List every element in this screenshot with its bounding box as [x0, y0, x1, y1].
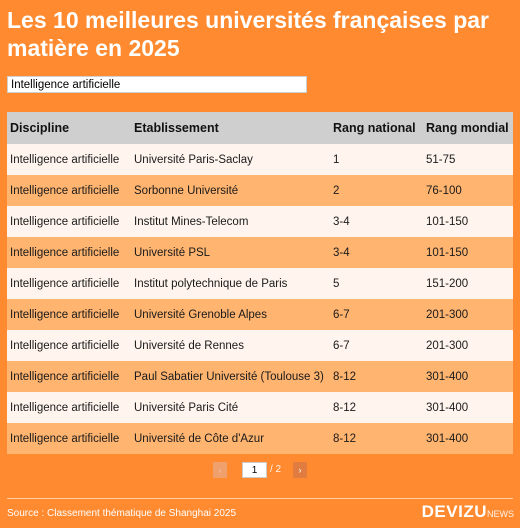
page-total: / 2	[270, 464, 282, 475]
column-header-rang-national[interactable]: Rang national	[330, 112, 423, 144]
table-row: Intelligence artificielle Université de …	[7, 423, 513, 454]
cell-rang-mondial: 76-100	[423, 175, 513, 206]
column-header-discipline[interactable]: Discipline	[7, 112, 131, 144]
brand-logo[interactable]: DEVIZUNEWS	[422, 502, 514, 522]
cell-rang-mondial: 51-75	[423, 144, 513, 175]
table-row: Intelligence artificielle Université PSL…	[7, 237, 513, 268]
cell-etablissement: Université PSL	[131, 237, 330, 268]
table-row: Intelligence artificielle Université Par…	[7, 144, 513, 175]
cell-rang-national: 2	[330, 175, 423, 206]
cell-rang-national: 5	[330, 268, 423, 299]
cell-rang-mondial: 201-300	[423, 299, 513, 330]
cell-etablissement: Institut Mines-Telecom	[131, 206, 330, 237]
cell-discipline: Intelligence artificielle	[7, 237, 131, 268]
cell-etablissement: Université Grenoble Alpes	[131, 299, 330, 330]
cell-discipline: Intelligence artificielle	[7, 175, 131, 206]
table-row: Intelligence artificielle Université de …	[7, 330, 513, 361]
source-note: Source : Classement thématique de Shangh…	[7, 508, 237, 519]
brand-name: DEVIZU	[421, 502, 487, 521]
cell-rang-mondial: 301-400	[423, 361, 513, 392]
cell-etablissement: Institut polytechnique de Paris	[131, 268, 330, 299]
cell-rang-mondial: 201-300	[423, 330, 513, 361]
cell-discipline: Intelligence artificielle	[7, 423, 131, 454]
cell-discipline: Intelligence artificielle	[7, 330, 131, 361]
cell-rang-national: 8-12	[330, 361, 423, 392]
cell-discipline: Intelligence artificielle	[7, 299, 131, 330]
cell-rang-national: 8-12	[330, 392, 423, 423]
search-filter-input[interactable]	[7, 76, 307, 93]
next-page-button[interactable]: ›	[293, 462, 307, 478]
cell-rang-national: 1	[330, 144, 423, 175]
rankings-table: Discipline Etablissement Rang national R…	[7, 112, 513, 454]
cell-etablissement: Université Paris Cité	[131, 392, 330, 423]
cell-etablissement: Université de Côte d'Azur	[131, 423, 330, 454]
cell-rang-mondial: 151-200	[423, 268, 513, 299]
previous-page-button[interactable]: ‹	[213, 462, 227, 478]
cell-etablissement: Université de Rennes	[131, 330, 330, 361]
cell-rang-national: 6-7	[330, 330, 423, 361]
table-row: Intelligence artificielle Université Par…	[7, 392, 513, 423]
footer-divider	[7, 498, 513, 499]
page-title: Les 10 meilleures universités françaises…	[7, 7, 489, 61]
cell-discipline: Intelligence artificielle	[7, 206, 131, 237]
cell-rang-national: 8-12	[330, 423, 423, 454]
cell-rang-national: 6-7	[330, 299, 423, 330]
brand-sub: NEWS	[487, 509, 514, 519]
cell-etablissement: Université Paris-Saclay	[131, 144, 330, 175]
cell-rang-national: 3-4	[330, 237, 423, 268]
cell-discipline: Intelligence artificielle	[7, 268, 131, 299]
table-row: Intelligence artificielle Paul Sabatier …	[7, 361, 513, 392]
cell-rang-mondial: 301-400	[423, 423, 513, 454]
table-header-row: Discipline Etablissement Rang national R…	[7, 112, 513, 144]
cell-discipline: Intelligence artificielle	[7, 144, 131, 175]
table-row: Intelligence artificielle Université Gre…	[7, 299, 513, 330]
table-row: Intelligence artificielle Sorbonne Unive…	[7, 175, 513, 206]
cell-etablissement: Sorbonne Université	[131, 175, 330, 206]
table-row: Intelligence artificielle Institut polyt…	[7, 268, 513, 299]
cell-rang-mondial: 101-150	[423, 237, 513, 268]
column-header-etablissement[interactable]: Etablissement	[131, 112, 330, 144]
cell-discipline: Intelligence artificielle	[7, 361, 131, 392]
column-header-rang-mondial[interactable]: Rang mondial	[423, 112, 513, 144]
cell-etablissement: Paul Sabatier Université (Toulouse 3)	[131, 361, 330, 392]
cell-discipline: Intelligence artificielle	[7, 392, 131, 423]
cell-rang-national: 3-4	[330, 206, 423, 237]
cell-rang-mondial: 301-400	[423, 392, 513, 423]
page-number-input[interactable]	[242, 462, 267, 478]
pagination: ‹ / 2 ›	[0, 462, 520, 478]
table-row: Intelligence artificielle Institut Mines…	[7, 206, 513, 237]
cell-rang-mondial: 101-150	[423, 206, 513, 237]
